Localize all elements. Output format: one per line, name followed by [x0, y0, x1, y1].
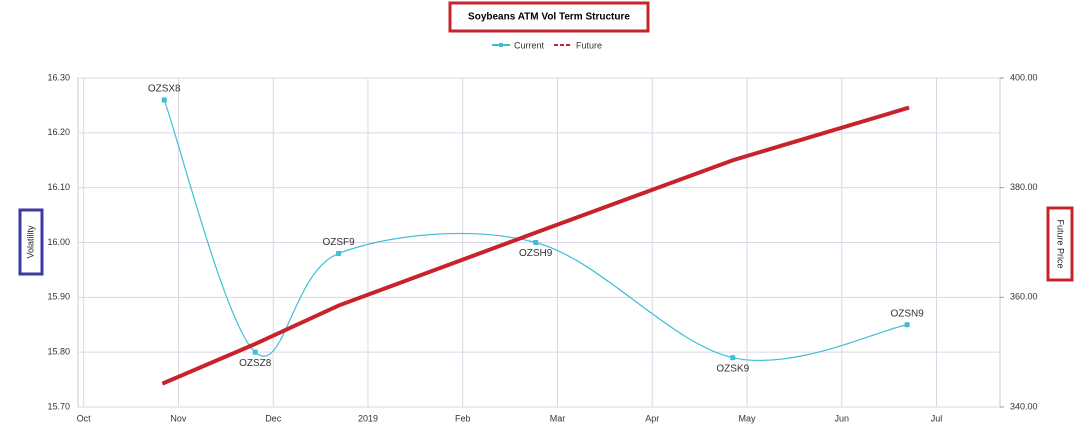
y2-tick-label: 360.00 — [1010, 292, 1038, 302]
point-marker — [161, 97, 167, 103]
y-tick-label: 16.10 — [47, 182, 70, 192]
x-tick-label: 2019 — [358, 413, 378, 423]
y2-axis-title: Future Price — [1056, 219, 1066, 268]
y-tick-label: 15.90 — [47, 292, 70, 302]
point-marker — [730, 355, 736, 361]
point-label: OZSN9 — [890, 308, 924, 319]
legend-label: Future — [576, 40, 602, 50]
point-marker — [336, 250, 342, 256]
chart-title: Soybeans ATM Vol Term Structure — [468, 12, 630, 23]
point-marker — [533, 240, 539, 245]
y2-tick-label: 340.00 — [1010, 401, 1038, 411]
x-tick-label: May — [738, 413, 756, 423]
y-title-box — [18, 208, 44, 276]
current-line — [163, 99, 908, 362]
y-tick-label: 16.30 — [47, 72, 70, 82]
point-marker — [904, 322, 910, 328]
x-tick-label: Dec — [265, 413, 282, 423]
future-line — [161, 105, 910, 386]
x-tick-label: Feb — [455, 413, 471, 423]
y-tick-label: 15.70 — [47, 401, 70, 411]
y2-tick-label: 380.00 — [1010, 182, 1038, 192]
x-tick-label: Nov — [170, 413, 187, 423]
y2-title-box — [1046, 206, 1074, 282]
x-tick-label: Mar — [550, 413, 566, 423]
y-tick-label: 16.00 — [47, 237, 70, 247]
x-tick-label: Apr — [645, 413, 659, 423]
point-label: OZSX8 — [148, 84, 181, 95]
point-label: OZSF9 — [322, 237, 355, 248]
x-tick-label: Jul — [931, 413, 943, 423]
point-label: OZSH9 — [519, 248, 553, 259]
point-label: OZSK9 — [716, 363, 749, 374]
y-tick-label: 16.20 — [47, 127, 70, 137]
point-label: OZSZ8 — [239, 358, 272, 369]
x-tick-label: Jun — [834, 413, 849, 423]
x-tick-label: Oct — [77, 413, 92, 423]
legend-marker — [499, 43, 503, 47]
y2-tick-label: 400.00 — [1010, 72, 1038, 82]
y-tick-label: 15.80 — [47, 347, 70, 357]
legend-label: Current — [514, 40, 545, 50]
point-marker — [252, 349, 258, 355]
y-axis-title: Volatility — [25, 225, 35, 259]
title-box — [448, 1, 650, 33]
